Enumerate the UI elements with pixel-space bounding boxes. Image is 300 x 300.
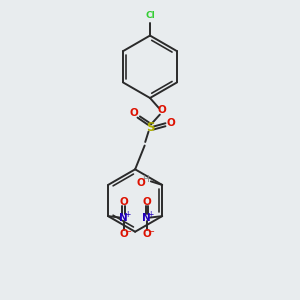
Text: Cl: Cl [145, 11, 155, 20]
Text: N: N [142, 213, 151, 223]
Text: O: O [129, 108, 138, 118]
Text: +: + [147, 210, 154, 219]
Text: S: S [146, 121, 154, 134]
Text: O: O [119, 229, 128, 239]
Text: −: − [124, 227, 131, 236]
Text: O: O [167, 118, 176, 128]
Text: +: + [124, 210, 130, 219]
Text: −: − [147, 227, 154, 236]
Text: H: H [142, 175, 149, 184]
Text: O: O [158, 106, 167, 116]
Text: O: O [142, 229, 151, 239]
Text: O: O [119, 196, 128, 207]
Text: O: O [136, 178, 145, 188]
Text: N: N [119, 213, 128, 223]
Text: O: O [142, 196, 152, 207]
